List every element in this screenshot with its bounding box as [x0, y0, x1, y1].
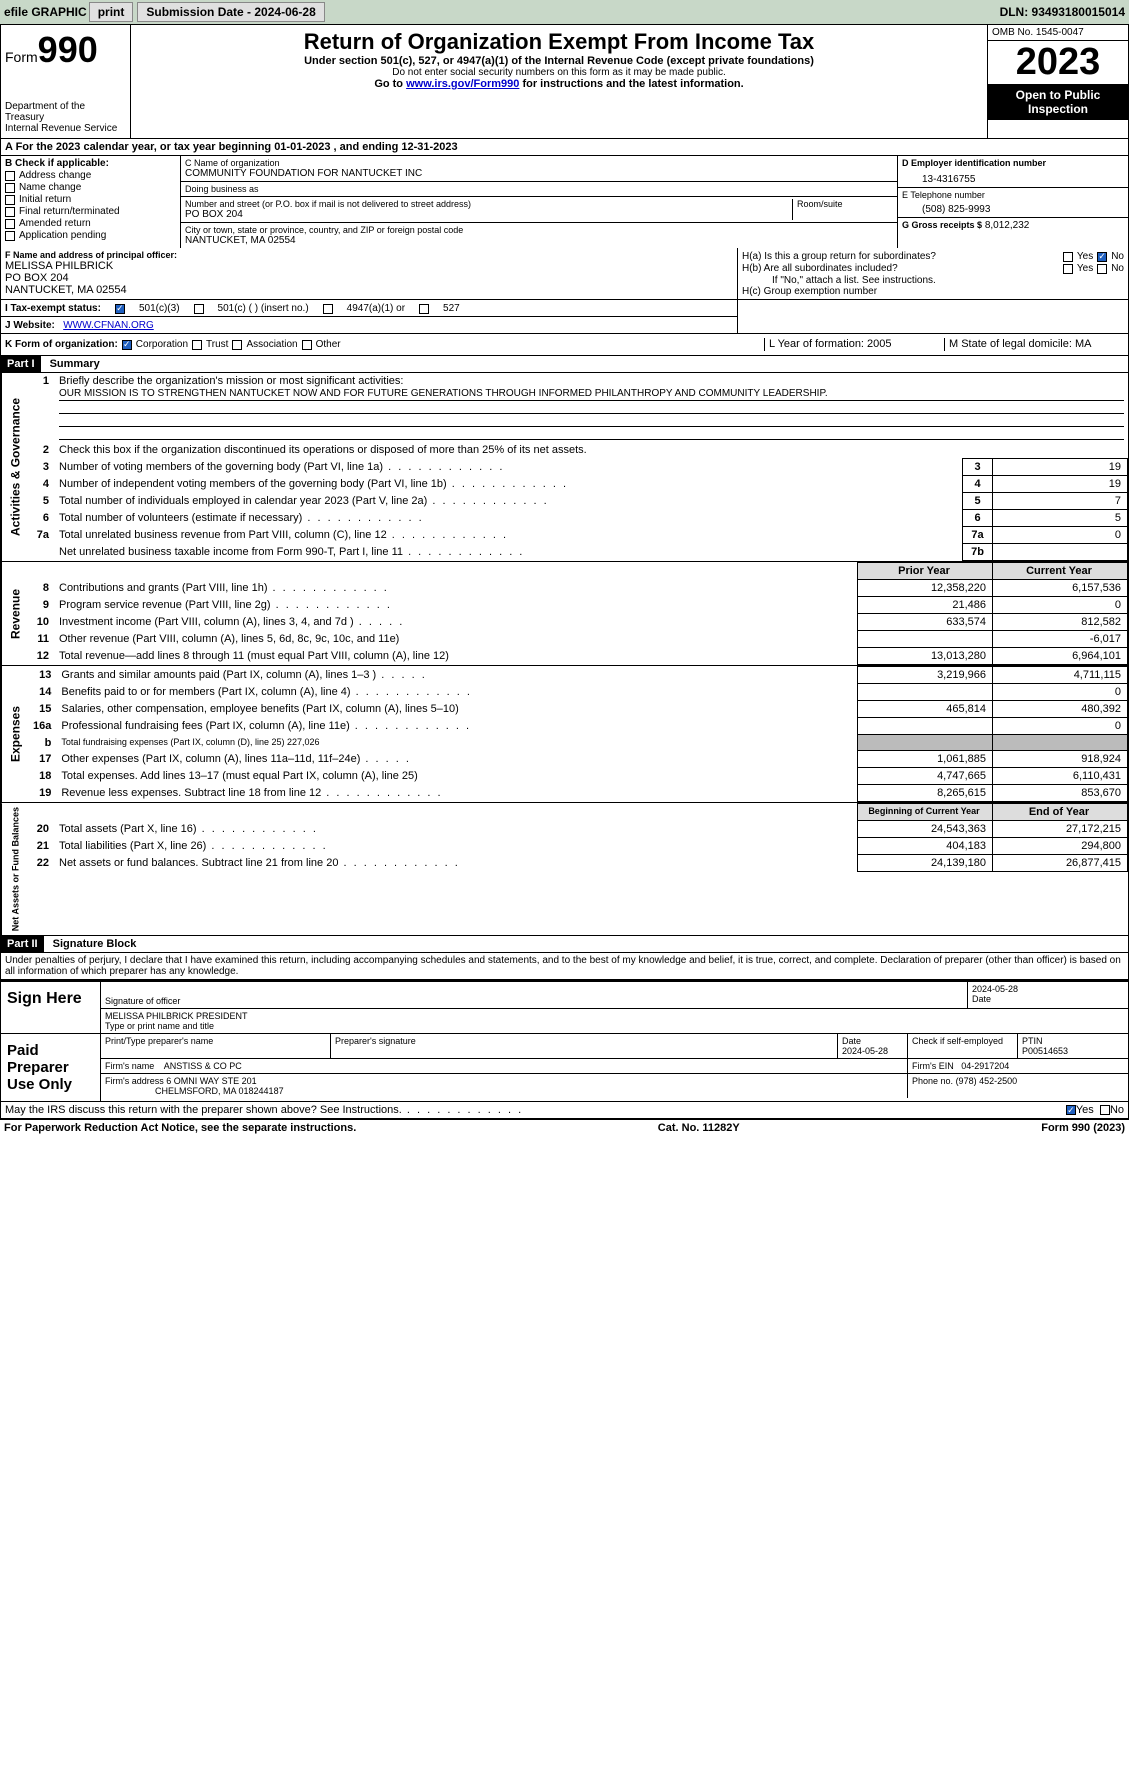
- netassets-section: Net Assets or Fund Balances Beginning of…: [0, 803, 1129, 936]
- street: PO BOX 204: [185, 209, 788, 220]
- open-inspection: Open to Public Inspection: [988, 84, 1128, 120]
- revenue-section: Revenue Prior YearCurrent Year 8Contribu…: [0, 562, 1129, 666]
- form-prefix: Form: [5, 49, 38, 65]
- preparer-date: 2024-05-28: [842, 1046, 888, 1056]
- page-footer: For Paperwork Reduction Act Notice, see …: [0, 1119, 1129, 1136]
- check-name-change[interactable]: [5, 183, 15, 193]
- row-a-taxyear: A For the 2023 calendar year, or tax yea…: [0, 139, 1129, 156]
- hb-no[interactable]: [1097, 264, 1107, 274]
- expenses-section: Expenses 13Grants and similar amounts pa…: [0, 666, 1129, 803]
- line4-val: 19: [993, 476, 1128, 493]
- row-f-h: F Name and address of principal officer:…: [0, 248, 1129, 300]
- website-link[interactable]: WWW.CFNAN.ORG: [63, 320, 154, 331]
- check-final-return[interactable]: [5, 207, 15, 217]
- discuss-row: May the IRS discuss this return with the…: [0, 1102, 1129, 1119]
- part-ii-title: Signature Block: [47, 936, 143, 952]
- irs-link[interactable]: www.irs.gov/Form990: [406, 78, 519, 90]
- box-b: B Check if applicable: Address change Na…: [1, 156, 181, 248]
- ptin: P00514653: [1022, 1046, 1068, 1056]
- part-i-title: Summary: [44, 356, 106, 372]
- check-app-pending[interactable]: [5, 231, 15, 241]
- row-k-l-m: K Form of organization: ✓Corporation Tru…: [0, 334, 1129, 356]
- officer-sig-date: 2024-05-28: [972, 984, 1124, 994]
- topbar: efile GRAPHIC print Submission Date - 20…: [0, 0, 1129, 24]
- officer-printed-name: MELISSA PHILBRICK PRESIDENT: [105, 1011, 1124, 1021]
- officer-name: MELISSA PHILBRICK: [5, 260, 733, 272]
- firm-phone: (978) 452-2500: [956, 1076, 1018, 1086]
- submission-date: Submission Date - 2024-06-28: [137, 2, 324, 22]
- box-c: C Name of organization COMMUNITY FOUNDAT…: [181, 156, 898, 248]
- line5-val: 7: [993, 493, 1128, 510]
- city-state-zip: NANTUCKET, MA 02554: [185, 235, 893, 246]
- check-4947[interactable]: [323, 304, 333, 314]
- form-title: Return of Organization Exempt From Incom…: [135, 29, 983, 55]
- part-i-header: Part I: [1, 356, 41, 372]
- telephone: (508) 825-9993: [902, 200, 1124, 215]
- governance-section: Activities & Governance 1 Briefly descri…: [0, 373, 1129, 562]
- print-button[interactable]: print: [89, 2, 134, 22]
- check-other[interactable]: [302, 340, 312, 350]
- check-corporation[interactable]: ✓: [122, 340, 132, 350]
- firm-ein: 04-2917204: [961, 1061, 1009, 1071]
- ha-no[interactable]: ✓: [1097, 252, 1107, 262]
- signature-block: Sign Here Signature of officer 2024-05-2…: [0, 980, 1129, 1102]
- irs-label: Internal Revenue Service: [5, 123, 126, 134]
- vlabel-expenses: Expenses: [1, 666, 29, 802]
- firm-addr1: 6 OMNI WAY STE 201: [166, 1076, 256, 1086]
- efile-label: efile GRAPHIC: [4, 5, 87, 19]
- discuss-no[interactable]: [1100, 1105, 1110, 1115]
- dln: DLN: 93493180015014: [1000, 5, 1125, 19]
- year-formation: L Year of formation: 2005: [764, 338, 944, 351]
- check-initial-return[interactable]: [5, 195, 15, 205]
- check-501c[interactable]: [194, 304, 204, 314]
- ein: 13-4316755: [902, 168, 1124, 185]
- entity-info-grid: B Check if applicable: Address change Na…: [0, 156, 1129, 248]
- paperwork-notice: For Paperwork Reduction Act Notice, see …: [4, 1122, 356, 1134]
- check-association[interactable]: [232, 340, 242, 350]
- firm-addr2: CHELMSFORD, MA 018244187: [155, 1086, 284, 1096]
- officer-addr2: NANTUCKET, MA 02554: [5, 284, 733, 296]
- check-amended[interactable]: [5, 219, 15, 229]
- line3-val: 19: [993, 459, 1128, 476]
- catalog-number: Cat. No. 11282Y: [658, 1122, 740, 1134]
- omb-number: OMB No. 1545-0047: [988, 25, 1128, 41]
- dept-treasury: Department of the Treasury: [5, 101, 126, 123]
- part-ii-header: Part II: [1, 936, 44, 952]
- line7b-val: [993, 544, 1128, 561]
- box-d-e-g: D Employer identification number 13-4316…: [898, 156, 1128, 248]
- check-527[interactable]: [419, 304, 429, 314]
- vlabel-revenue: Revenue: [1, 562, 29, 665]
- line7a-val: 0: [993, 527, 1128, 544]
- ha-yes[interactable]: [1063, 252, 1073, 262]
- line6-val: 5: [993, 510, 1128, 527]
- firm-name: ANSTISS & CO PC: [164, 1061, 242, 1071]
- perjury-declaration: Under penalties of perjury, I declare th…: [0, 953, 1129, 980]
- discuss-yes[interactable]: ✓: [1066, 1105, 1076, 1115]
- row-i-j: I Tax-exempt status: ✓501(c)(3) 501(c) (…: [0, 300, 1129, 334]
- ssn-warning: Do not enter social security numbers on …: [135, 67, 983, 78]
- org-name: COMMUNITY FOUNDATION FOR NANTUCKET INC: [185, 168, 893, 179]
- check-501c3[interactable]: ✓: [115, 304, 125, 314]
- tax-year: 2023: [988, 41, 1128, 84]
- form-number: 990: [38, 29, 98, 70]
- paid-preparer-label: Paid Preparer Use Only: [1, 1034, 101, 1101]
- vlabel-netassets: Net Assets or Fund Balances: [1, 803, 29, 935]
- form-subtitle: Under section 501(c), 527, or 4947(a)(1)…: [135, 55, 983, 67]
- sign-here-label: Sign Here: [1, 982, 101, 1033]
- form-footer-label: Form 990 (2023): [1041, 1122, 1125, 1134]
- form-header: Form990 Department of the Treasury Inter…: [0, 24, 1129, 139]
- gross-receipts: 8,012,232: [985, 220, 1030, 231]
- officer-addr1: PO BOX 204: [5, 272, 733, 284]
- state-domicile: M State of legal domicile: MA: [944, 338, 1124, 351]
- vlabel-governance: Activities & Governance: [1, 373, 29, 561]
- mission-text: OUR MISSION IS TO STRENGTHEN NANTUCKET N…: [59, 387, 1124, 401]
- check-trust[interactable]: [192, 340, 202, 350]
- check-address-change[interactable]: [5, 171, 15, 181]
- hb-yes[interactable]: [1063, 264, 1073, 274]
